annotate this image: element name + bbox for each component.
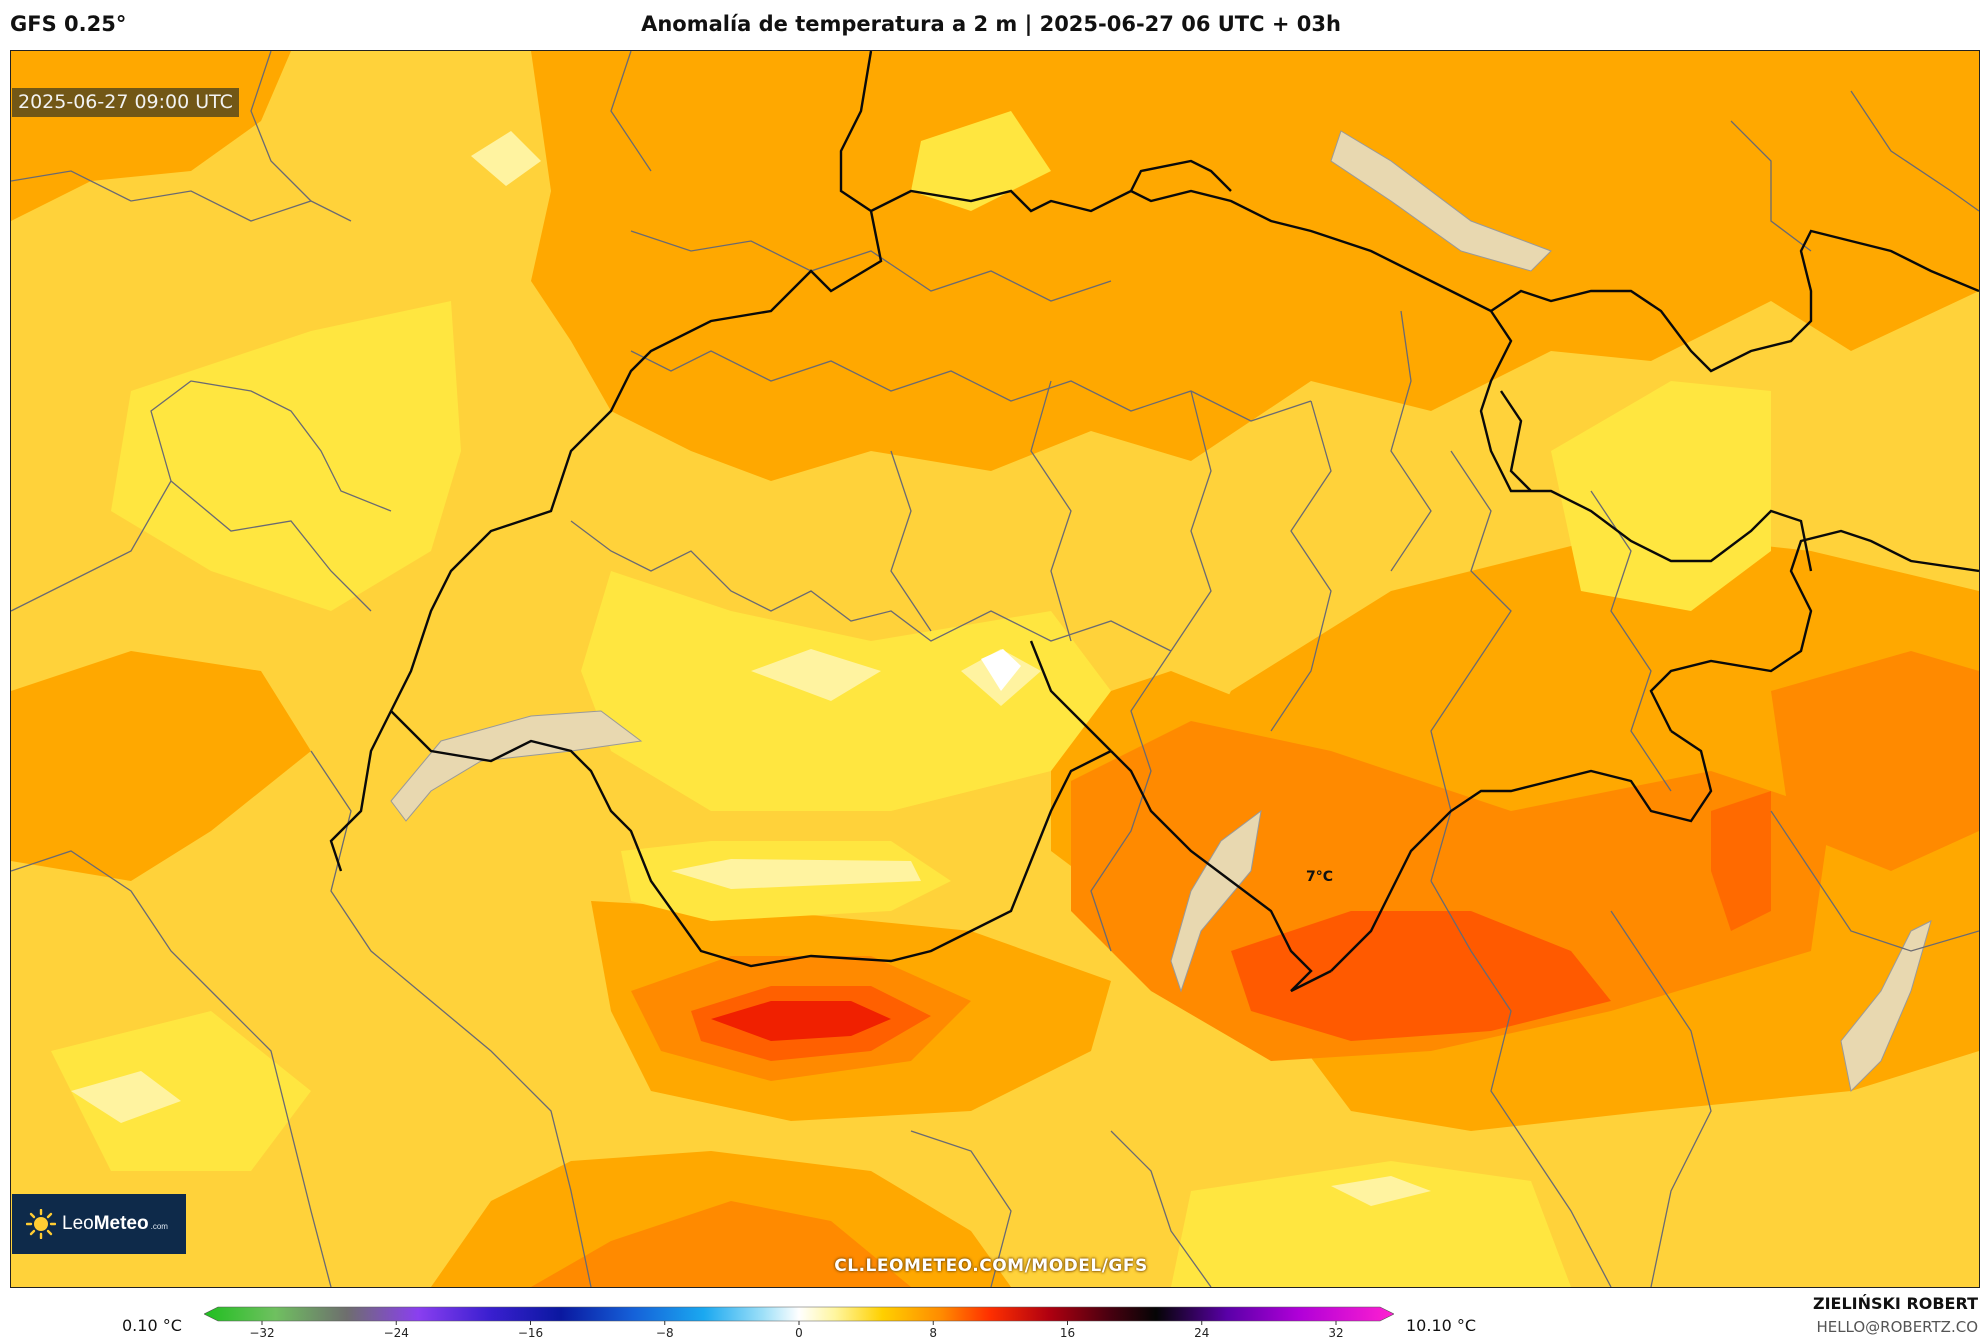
lake-constance xyxy=(1330,130,1552,272)
temperature-point-label: 7°C xyxy=(1306,869,1334,885)
anomaly-zone-pale-5 xyxy=(471,131,541,186)
sun-icon xyxy=(25,1208,57,1240)
colorbar-tick-label: −24 xyxy=(384,1326,409,1339)
anomaly-zone-deep-orange-bottom xyxy=(531,1201,911,1287)
logo-wordmark: LeoMeteo .com xyxy=(62,1213,168,1235)
colorbar-tick-label: −32 xyxy=(249,1326,274,1339)
logo-wordmark-bold: Meteo xyxy=(93,1213,149,1234)
anomaly-zone-pale-1 xyxy=(751,649,881,701)
anomaly-zone-white-core xyxy=(981,649,1021,691)
anomaly-zone-pale-4 xyxy=(71,1071,181,1123)
colorbar-gradient xyxy=(204,1306,1394,1322)
colorbar-max-label: 10.10 °C xyxy=(1406,1316,1477,1335)
source-url[interactable]: CL.LEOMETEO.COM/MODEL/GFS xyxy=(834,1256,1148,1276)
colorbar-tick-label: 0 xyxy=(795,1326,803,1339)
colorbar-min-label: 0.10 °C xyxy=(122,1316,182,1335)
author-email[interactable]: HELLO@ROBERTZ.CO xyxy=(1816,1318,1978,1336)
anomaly-zone-red-orange-east xyxy=(1711,791,1771,931)
colorbar-tick-label: 16 xyxy=(1060,1326,1075,1339)
anomaly-zone-deep-orange-east xyxy=(1771,651,1979,871)
lake-maggiore xyxy=(1170,809,1262,993)
logo-wordmark-light: Leo xyxy=(62,1213,94,1234)
anomaly-zone-pale-3 xyxy=(671,859,921,889)
map-title: Anomalía de temperatura a 2 m | 2025-06-… xyxy=(641,12,1341,36)
colorbar-ticks: −32 −24 −16 −8 0 8 16 24 32 xyxy=(249,1321,1344,1339)
colorbar-tick-label: 8 xyxy=(929,1326,937,1339)
anomaly-zone-red-orange-ticino xyxy=(1231,911,1611,1041)
anomaly-zone-light-south xyxy=(1171,1161,1571,1287)
colorbar: −32 −24 −16 −8 0 8 16 24 32 xyxy=(204,1306,1394,1339)
leometeo-logo[interactable]: LeoMeteo .com xyxy=(12,1194,186,1254)
anomaly-zone-red-core xyxy=(711,1001,891,1041)
national-borders xyxy=(329,51,1979,993)
logo-wordmark-suffix: .com xyxy=(150,1222,168,1231)
lake-geneva xyxy=(390,710,643,822)
anomaly-zone-light-north xyxy=(911,111,1051,211)
anomaly-zone-orange-southwest xyxy=(11,651,311,881)
anomaly-zone-light-ne xyxy=(1551,381,1771,611)
colorbar-tick-label: 24 xyxy=(1194,1326,1209,1339)
colorbar-tick-label: 32 xyxy=(1328,1326,1343,1339)
anomaly-zone-pale-6 xyxy=(1331,1176,1431,1206)
temperature-anomaly-map xyxy=(11,51,1979,1287)
colorbar-tick-label: −8 xyxy=(656,1326,674,1339)
map-panel[interactable] xyxy=(10,50,1980,1288)
regional-borders xyxy=(11,51,1979,1287)
author-name: ZIELIŃSKI ROBERT xyxy=(1812,1294,1978,1313)
anomaly-zone-orange-north xyxy=(531,51,1979,481)
anomaly-zone-light-west xyxy=(111,301,461,611)
lake-garda xyxy=(1840,920,1932,1093)
valid-time-label: 2025-06-27 09:00 UTC xyxy=(12,88,239,117)
anomaly-zone-light-sw xyxy=(51,1011,311,1171)
colorbar-tick-label: −16 xyxy=(518,1326,543,1339)
model-name: GFS 0.25° xyxy=(10,12,127,36)
